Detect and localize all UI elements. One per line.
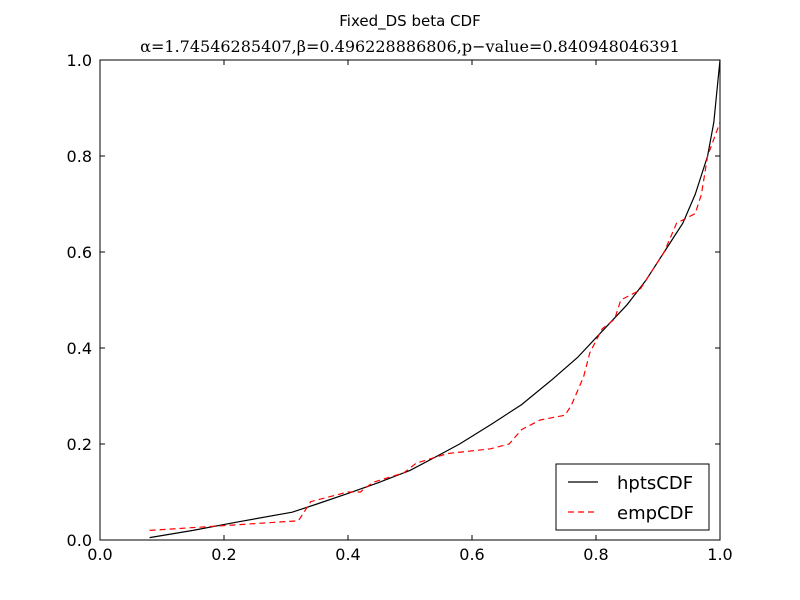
legend-box	[555, 463, 710, 531]
y-tick-label: 0.6	[67, 243, 92, 262]
ticks-layer: 0.0 0.2 0.4 0.6 0.8 1.0 0.0 0.2 0.4 0.6 0.8 1.0	[67, 51, 733, 564]
chart-title: Fixed_DS beta CDF	[339, 12, 480, 31]
legend: hptsCDF empCDF	[555, 463, 710, 531]
series-line-empcdf	[149, 122, 721, 531]
y-tick-label: 0.4	[67, 339, 92, 358]
y-tick-label: 0.0	[67, 531, 92, 550]
legend-label-hptscdf: hptsCDF	[617, 473, 693, 494]
chart-subtitle: α=1.74546285407,β=0.496228886806,p−value…	[140, 37, 680, 56]
series-layer	[149, 59, 721, 539]
plot-area-frame	[99, 59, 721, 541]
legend-label-empcdf: empCDF	[617, 503, 694, 524]
y-tick-label: 1.0	[67, 51, 92, 70]
x-tick-label: 0.8	[583, 545, 608, 564]
y-tick-label: 0.8	[67, 147, 92, 166]
x-tick-label: 1.0	[707, 545, 732, 564]
y-tick-label: 0.2	[67, 435, 92, 454]
x-tick-label: 0.0	[87, 545, 112, 564]
series-line-hptscdf	[149, 59, 721, 539]
x-tick-label: 0.4	[335, 545, 360, 564]
x-tick-label: 0.6	[459, 545, 484, 564]
x-tick-label: 0.2	[211, 545, 236, 564]
